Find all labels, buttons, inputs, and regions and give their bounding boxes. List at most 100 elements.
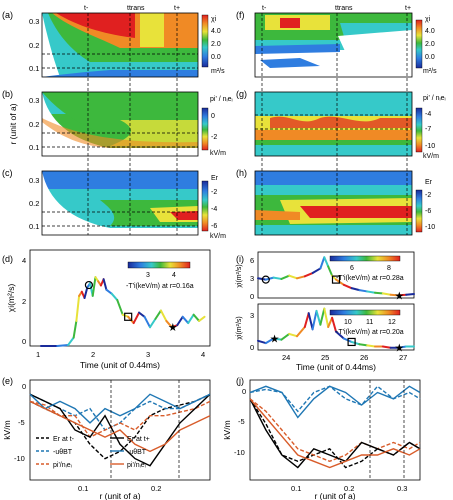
panel-h: (h) Er -2 -6 -10	[236, 168, 435, 236]
cbar-tick-a-2: 0.0	[211, 54, 221, 61]
series-d-segment	[198, 315, 206, 322]
plot-e-series	[29, 393, 211, 467]
series-i0-segment	[366, 290, 376, 294]
plot-j-series	[249, 385, 421, 469]
panel-label-e: (e)	[2, 376, 13, 386]
panel-label-i: (i)	[236, 254, 244, 264]
series-i0-segment	[288, 274, 298, 280]
top-label-a-1: ttrans	[127, 5, 145, 12]
heatmap-f	[255, 13, 412, 77]
ytick-e-2: -10	[14, 454, 25, 463]
colorbar-h	[415, 189, 423, 233]
ytick-i0-0: 6	[250, 256, 254, 265]
series-i0-segment	[381, 292, 392, 296]
panel-i: (i) ★ ★ ★ 6 8 -T'i(keV/m) at r=0.28a 10 11…	[236, 251, 415, 372]
cbar-tick-i1-1: 11	[366, 319, 373, 326]
xtick-e-0: 0.1	[78, 484, 88, 493]
series-i0-segment	[311, 267, 322, 275]
ytick-j-0: 0	[242, 387, 246, 396]
heatmap-a	[42, 13, 198, 77]
xlabel-i: Time (unit of 0.44ms)	[296, 362, 376, 372]
ylabel-left-heatmaps: r (unit of a)	[8, 103, 18, 144]
cbar-tick-f-2: 0.0	[425, 54, 435, 61]
marker-i1-square	[347, 337, 356, 347]
cbar-quantity-f: χi	[425, 16, 431, 23]
series-d-segment	[154, 309, 162, 320]
series-i1-segment	[327, 316, 334, 328]
plot-i-series: ★ ★ ★	[257, 256, 415, 355]
series-j-2	[249, 398, 421, 463]
series-i0-segment	[342, 283, 353, 290]
series-i1-segment	[319, 307, 326, 326]
colorbar-i-top	[329, 255, 401, 262]
ytick-a-2: 0.1	[29, 64, 39, 73]
top-label-a-0: t-	[84, 5, 89, 12]
colorbar-a	[201, 14, 209, 68]
legend-e-3: Er at t+	[127, 436, 150, 443]
ylabel-e: kV/m	[2, 420, 12, 439]
colorbar-d	[127, 261, 191, 269]
colorbar-f	[415, 19, 423, 69]
cbar-quantity-g: pi' / nᵢeᵢ	[423, 95, 446, 102]
xtick-d-3: 4	[201, 350, 205, 359]
cbar-unit-b: kV/m	[210, 150, 226, 157]
series-j-3	[249, 398, 421, 469]
panel-label-j: (j)	[236, 376, 244, 386]
ytick-b-0: 0.3	[29, 96, 39, 105]
cbar-tick-b-1: -2	[211, 134, 217, 141]
right-guides	[255, 13, 412, 235]
series-e-3	[29, 393, 211, 467]
ytick-c-1: 0.2	[29, 199, 39, 208]
ytick-d-2: 0	[22, 337, 26, 346]
series-d-segment	[116, 299, 124, 316]
series-d-segment	[192, 313, 201, 322]
marker-i1-star: ★	[270, 333, 280, 346]
cbar-tick-i0-1: 8	[387, 265, 391, 272]
cbar-tick-i1-2: 12	[388, 319, 396, 326]
xtick-d-1: 2	[91, 350, 95, 359]
series-d-segment	[138, 311, 146, 318]
series-i1-segment	[381, 345, 392, 349]
cbar-unit-f: m²/s	[423, 68, 437, 75]
series-i0-segment	[389, 293, 400, 297]
marker-d-square	[124, 312, 133, 321]
marker-d-circle	[84, 280, 94, 290]
series-i1-segment	[296, 326, 306, 338]
cbar-tick-c-2: -6	[211, 223, 217, 230]
xtick-d-0: 1	[36, 350, 40, 359]
cbar-tick-a-0: 4.0	[211, 28, 221, 35]
panel-label-h: (h)	[236, 168, 247, 178]
panel-j: (j) 0 -5 -10 0.1 0.2 0.3 r (unit of a) k…	[222, 376, 421, 500]
series-i0-segment	[303, 272, 314, 278]
ytick-i0-1: 3	[250, 274, 254, 283]
xtick-i-3: 27	[399, 353, 407, 362]
series-i1-segment	[257, 339, 267, 345]
cbar-tick-c-0: -2	[211, 189, 217, 196]
cbar-quantity-h: Er	[425, 179, 433, 186]
panel-a: (a) t- ttrans t+ χi 4.0 2.0 0.0 m²/s 0.3…	[2, 5, 225, 78]
top-label-a-2: t+	[174, 5, 180, 12]
xtick-i-2: 26	[360, 353, 368, 362]
cbar-tick-f-0: 4.0	[425, 28, 435, 35]
heatmap-g	[255, 92, 412, 156]
series-d-segment	[110, 292, 119, 302]
xlabel-j: r (unit of a)	[314, 491, 355, 500]
series-i0-segment	[358, 289, 369, 293]
ytick-i1-1: 0	[250, 343, 254, 352]
ytick-j-1: -5	[238, 417, 245, 426]
xtick-i-0: 24	[282, 353, 290, 362]
ylabel-j: kV/m	[222, 420, 232, 439]
legend-e-5: pi'/nᵢeᵢ	[127, 462, 146, 469]
ytick-a-0: 0.3	[29, 17, 39, 26]
cbar-tick-i0-0: 6	[350, 265, 354, 272]
series-i0-segment	[280, 274, 291, 280]
ytick-b-1: 0.2	[29, 120, 39, 129]
series-d-segment	[149, 317, 157, 329]
cbar-quantity-b: pi' / nᵢeᵢ	[210, 96, 233, 103]
panel-f: (f) t- ttrans t+ χi 4.0 2.0 0.0 m²/s	[236, 5, 437, 78]
xtick-e-1: 0.2	[151, 484, 161, 493]
series-d-segment	[181, 315, 190, 325]
ylabel-i1: χi(m²/s)	[236, 316, 243, 340]
series-d-segment	[143, 315, 151, 329]
panel-c: (c) Er -2 -4 -6 0.3 0.2 0.1 kV/m	[2, 168, 226, 240]
